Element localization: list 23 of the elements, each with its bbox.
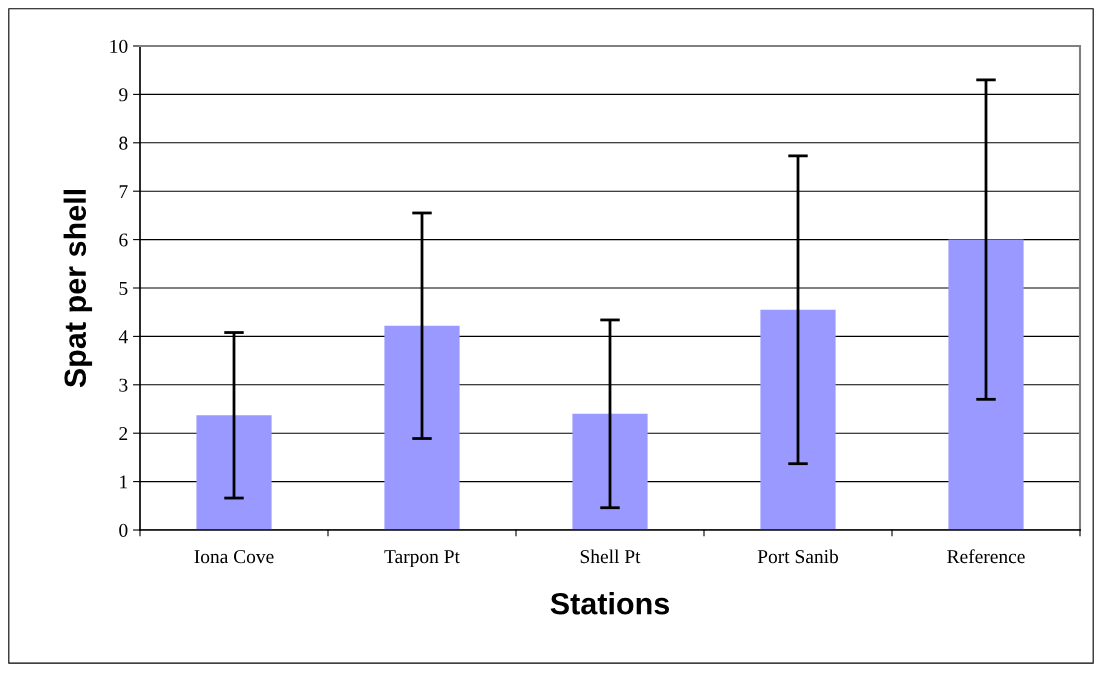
y-tick-label: 7 bbox=[119, 185, 128, 198]
x-axis-title: Stations bbox=[550, 592, 670, 615]
x-tick-label: Tarpon Pt bbox=[384, 550, 460, 568]
bar bbox=[572, 413, 648, 530]
y-tick-label: 3 bbox=[119, 378, 128, 392]
y-tick-label: 8 bbox=[119, 136, 128, 150]
y-tick-label: 9 bbox=[119, 88, 128, 102]
y-tick-label: 4 bbox=[118, 330, 128, 344]
y-tick-label: 0 bbox=[119, 523, 128, 537]
y-axis-title: Spat per shell bbox=[63, 189, 93, 388]
bar bbox=[384, 325, 460, 530]
x-tick-label: Iona Cove bbox=[194, 550, 274, 564]
y-tick-label: 1 bbox=[120, 475, 128, 489]
bar bbox=[948, 239, 1024, 530]
x-tick-label: Port Sanib bbox=[757, 549, 839, 564]
bar bbox=[196, 415, 272, 530]
y-tick-label: 6 bbox=[119, 233, 128, 247]
x-tick-label: Reference bbox=[947, 549, 1025, 564]
x-tick-label: Shell Pt bbox=[580, 549, 641, 564]
y-tick-label: 2 bbox=[119, 427, 128, 440]
bar bbox=[760, 309, 836, 530]
y-tick-label: 5 bbox=[119, 282, 128, 295]
y-tick-label: 10 bbox=[110, 39, 128, 53]
